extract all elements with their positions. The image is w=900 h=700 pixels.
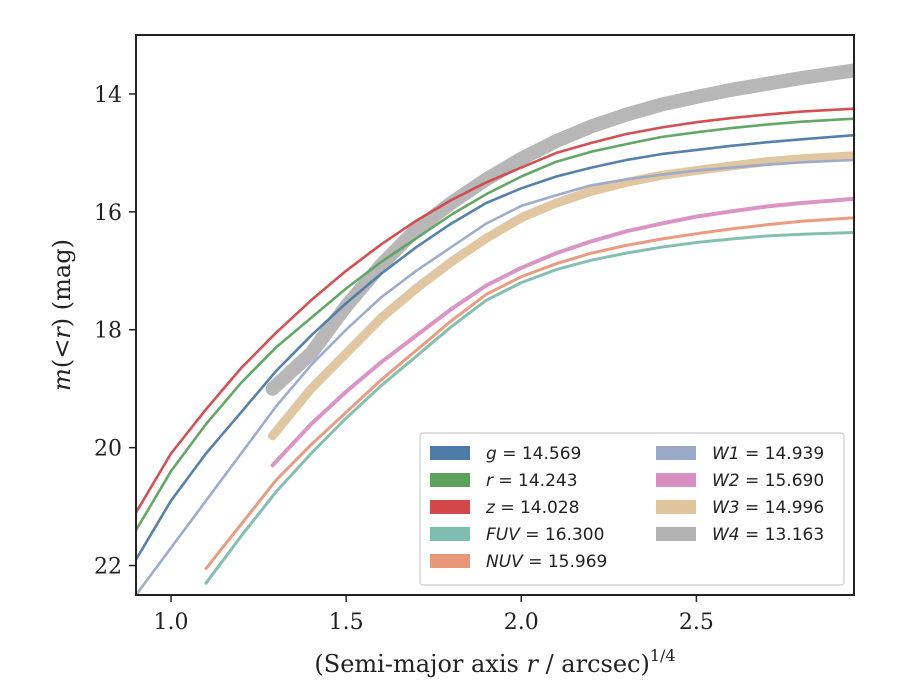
legend-label-r: r = 14.243 xyxy=(486,471,578,491)
y-tick-label: 16 xyxy=(94,201,122,226)
legend-swatch-fuv xyxy=(430,527,470,541)
series-line-w2 xyxy=(270,196,854,468)
x-tick-label: 1.0 xyxy=(154,610,189,635)
legend-label-w2: W2 = 15.690 xyxy=(712,471,824,491)
legend-swatch-w2 xyxy=(656,473,696,487)
x-tick-label: 1.5 xyxy=(329,610,364,635)
legend-label-w1: W1 = 14.939 xyxy=(712,444,824,464)
x-axis-label: (Semi-major axis r / arcsec)1/4 xyxy=(314,646,675,678)
series-line-g xyxy=(136,133,854,561)
x-tick-label: 2.0 xyxy=(504,610,539,635)
y-axis-label: m(<r) (mag) xyxy=(48,239,76,391)
y-tick-label: 20 xyxy=(94,437,122,462)
y-tick-label: 22 xyxy=(94,555,122,580)
y-tick-label: 18 xyxy=(94,319,122,344)
series-line-w3 xyxy=(268,151,854,441)
x-tick-label: 2.5 xyxy=(679,610,714,635)
series-line-w1 xyxy=(136,158,854,595)
series-line-z xyxy=(136,107,854,514)
legend-swatch-z xyxy=(430,500,470,514)
y-tick-label: 14 xyxy=(94,83,122,108)
legend-label-nuv: NUV = 15.969 xyxy=(486,552,607,572)
ticks-layer: 1.0 1.5 2.0 2.5 14 16 18 20 22 xyxy=(94,83,714,635)
legend-swatch-r xyxy=(430,473,470,487)
legend-label-g: g = 14.569 xyxy=(486,444,581,464)
legend-label-z: z = 14.028 xyxy=(485,498,579,518)
legend-swatch-w3 xyxy=(656,500,696,514)
legend-swatch-w1 xyxy=(656,446,696,460)
legend-label-w3: W3 = 14.996 xyxy=(712,498,824,518)
legend-box xyxy=(419,432,845,586)
series-line-nuv xyxy=(204,216,854,570)
series-layer xyxy=(136,63,854,595)
legend-label-w4: W4 = 13.163 xyxy=(712,525,824,545)
series-line-fuv xyxy=(204,231,854,585)
legend-label-fuv: FUV = 16.300 xyxy=(486,525,604,545)
series-line-r xyxy=(136,117,854,532)
legend-swatch-nuv xyxy=(430,554,470,568)
series-line-w4 xyxy=(265,63,854,396)
legend: g = 14.569 r = 14.243 z = 14.028 FUV = 16.3… xyxy=(419,432,845,586)
legend-swatch-g xyxy=(430,446,470,460)
plot-frame xyxy=(135,34,855,596)
legend-swatch-w4 xyxy=(656,527,696,541)
